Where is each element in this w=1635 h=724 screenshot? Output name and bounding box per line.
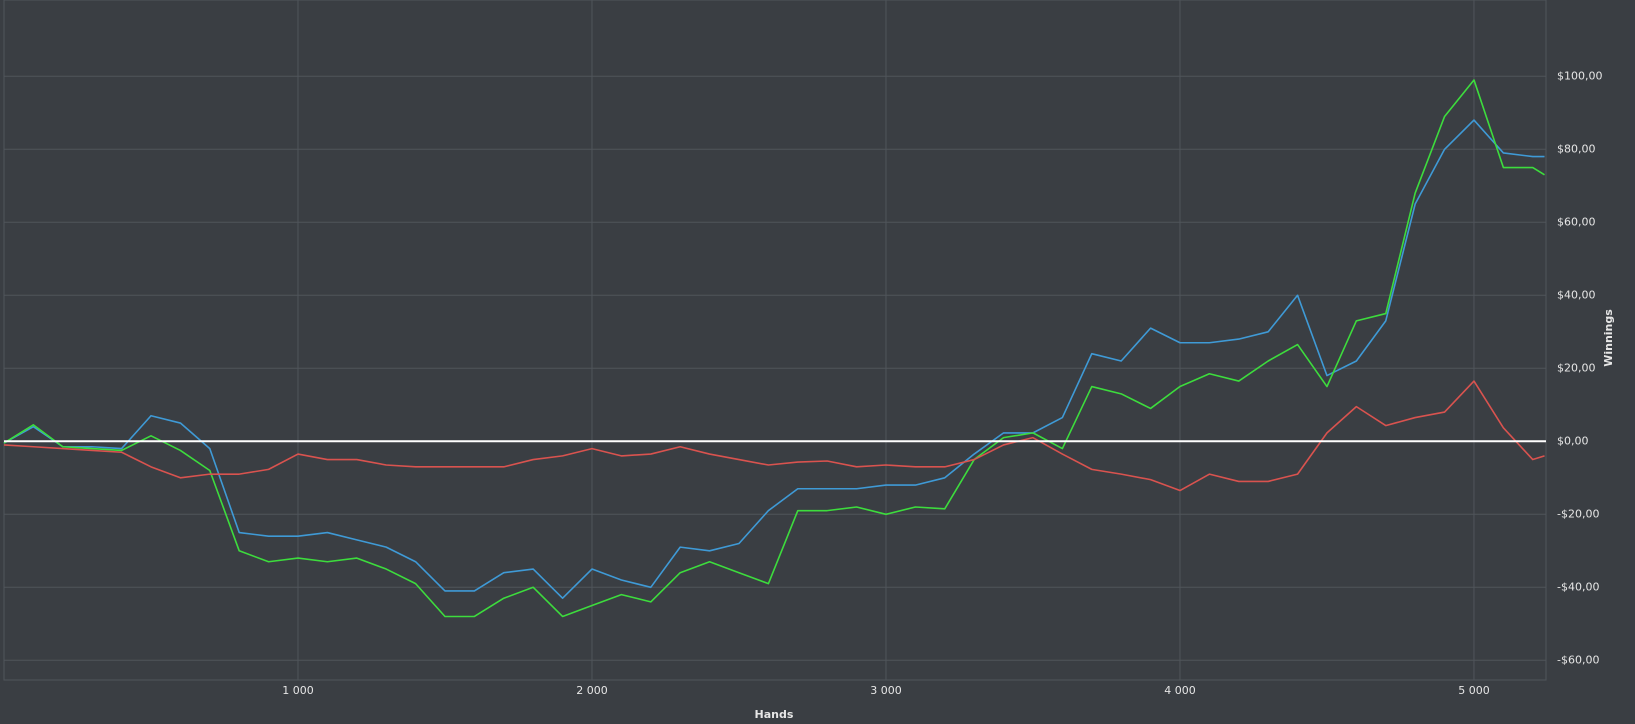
x-tick-label: 4 000 (1164, 684, 1196, 697)
series-line (3, 380, 1545, 492)
x-tick-label: 3 000 (870, 684, 902, 697)
x-axis-title: Hands (755, 708, 794, 721)
y-tick-label: -$20,00 (1557, 507, 1599, 520)
x-tick-label: 5 000 (1458, 684, 1490, 697)
y-tick-label: -$40,00 (1557, 580, 1599, 593)
y-tick-label: -$60,00 (1557, 653, 1599, 666)
y-tick-label: $20,00 (1557, 361, 1596, 374)
series-line (3, 119, 1545, 600)
x-tick-label: 2 000 (576, 684, 608, 697)
y-tick-label: $0,00 (1557, 434, 1589, 447)
x-tick-label: 1 000 (282, 684, 314, 697)
y-tick-label: $60,00 (1557, 215, 1596, 228)
y-tick-label: $80,00 (1557, 142, 1596, 155)
y-tick-label: $100,00 (1557, 69, 1603, 82)
y-tick-label: $40,00 (1557, 288, 1596, 301)
series-line (3, 79, 1545, 618)
y-axis-title: Winnings (1602, 309, 1615, 367)
